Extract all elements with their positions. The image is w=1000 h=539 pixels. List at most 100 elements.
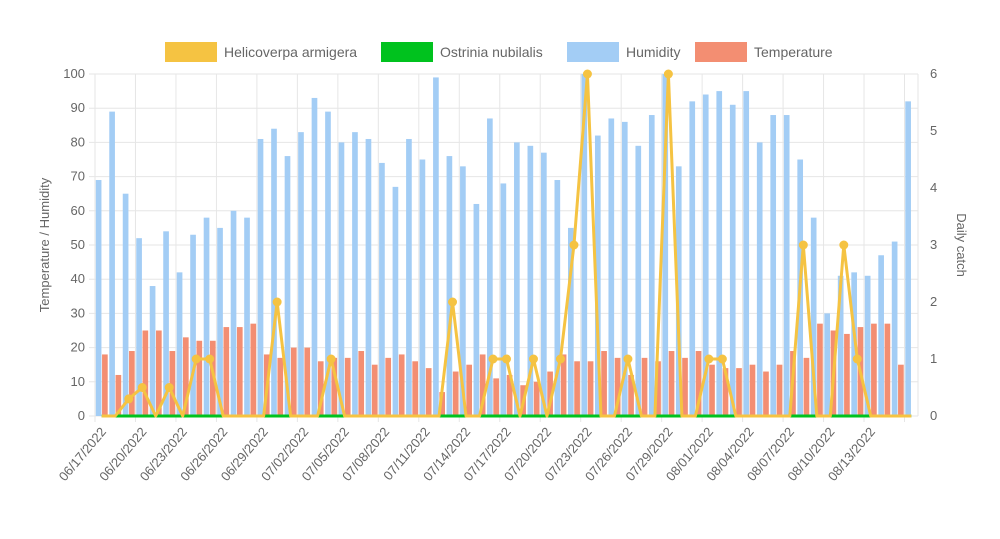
legend-label: Humidity — [626, 44, 680, 60]
humidity-bar — [311, 97, 318, 416]
humidity-bar — [905, 101, 911, 417]
temperature-bar — [709, 364, 715, 416]
humidity-bar — [406, 138, 412, 417]
left-tick-label: 60 — [71, 203, 85, 218]
humidity-bar — [743, 91, 750, 416]
legend-temperature[interactable]: Temperature — [695, 42, 833, 62]
helicoverpa-point — [852, 354, 862, 364]
left-tick-label: 20 — [71, 340, 85, 355]
temperature-bar — [223, 327, 230, 416]
temperature-bar — [156, 330, 162, 416]
helicoverpa-point — [164, 383, 174, 392]
helicoverpa-point — [137, 383, 147, 392]
temperature-bar — [668, 351, 675, 416]
humidity-bar — [635, 145, 642, 416]
right-tick-label: 2 — [930, 294, 937, 309]
temperature-bar — [358, 351, 365, 416]
humidity-bar — [379, 162, 385, 416]
helicoverpa-point — [623, 354, 633, 364]
lines — [101, 69, 912, 418]
humidity-bar — [729, 104, 736, 416]
helicoverpa-point — [488, 354, 498, 364]
humidity-bar — [810, 217, 817, 416]
temperature-bar — [803, 357, 810, 416]
temperature-bar — [817, 323, 823, 416]
temperature-bar — [574, 361, 580, 416]
legend-label: Ostrinia nubilalis — [440, 44, 543, 60]
helicoverpa-point — [704, 354, 714, 364]
humidity-bar — [878, 255, 884, 416]
temperature-bar — [506, 374, 513, 416]
helicoverpa-point — [663, 69, 673, 79]
temperature-bar — [736, 368, 742, 416]
humidity-bar — [365, 138, 372, 417]
temperature-bar — [871, 323, 877, 416]
legend-humidity[interactable]: Humidity — [567, 42, 680, 62]
temperature-bar — [371, 364, 378, 416]
temperature-bar — [129, 351, 135, 416]
humidity-bar — [621, 121, 628, 416]
humidity-bar — [837, 275, 844, 416]
helicoverpa-point — [717, 354, 727, 364]
helicoverpa-point — [205, 354, 215, 364]
humidity-bar — [136, 238, 142, 416]
temperature-bar — [628, 374, 634, 416]
humidity-bar — [567, 227, 574, 416]
helicoverpa-point — [839, 240, 849, 250]
bars — [95, 74, 911, 417]
temperature-bar — [196, 340, 203, 416]
humidity-bar — [163, 231, 169, 416]
legend[interactable]: Helicoverpa armigera Ostrinia nubilalis Hu… — [165, 42, 833, 62]
humidity-bar — [514, 142, 520, 416]
humidity-bar — [500, 183, 507, 416]
temperature-bar — [385, 357, 392, 416]
humidity-bar — [392, 186, 399, 416]
temperature-bar — [290, 347, 297, 416]
temperature-bar — [142, 330, 149, 416]
right-tick-label: 4 — [930, 180, 937, 195]
helicoverpa-point — [502, 354, 511, 364]
temperature-bar — [344, 357, 351, 416]
helicoverpa-point — [798, 240, 808, 250]
humidity-bar — [689, 101, 696, 417]
humidity-bar — [95, 180, 102, 416]
humidity-bar — [433, 77, 439, 417]
helicoverpa-point — [326, 354, 336, 364]
temperature-bar — [277, 357, 284, 416]
left-tick-label: 80 — [71, 134, 85, 149]
left-tick-label: 50 — [71, 237, 85, 252]
temperature-bar — [682, 357, 688, 416]
helicoverpa-point — [528, 354, 538, 364]
helicoverpa-point — [569, 240, 579, 250]
humidity-bar — [325, 111, 331, 417]
temperature-bar — [169, 351, 176, 416]
legend-ostrinia[interactable]: Ostrinia nubilalis — [381, 42, 543, 62]
temperature-bar — [560, 354, 567, 416]
humidity-bar — [783, 115, 790, 416]
temperature-bar — [884, 323, 891, 416]
temperature-bar — [547, 371, 553, 416]
humidity-bar — [176, 272, 183, 416]
humidity-bar — [109, 111, 115, 417]
humidity-bar — [149, 286, 156, 416]
legend-label: Helicoverpa armigera — [224, 44, 357, 60]
legend-swatch — [381, 42, 433, 62]
temperature-bar — [398, 354, 405, 416]
humidity-bar — [446, 156, 453, 416]
helicoverpa-point — [124, 394, 134, 404]
helicoverpa-point — [448, 297, 458, 307]
right-tick-label: 5 — [930, 123, 937, 138]
legend-helicoverpa[interactable]: Helicoverpa armigera — [165, 42, 357, 62]
helicoverpa-point — [555, 354, 565, 364]
right-tick-label: 1 — [930, 351, 937, 366]
temperature-bar — [695, 351, 702, 416]
humidity-bar — [824, 313, 831, 416]
temperature-bar — [722, 368, 729, 416]
humidity-bar — [298, 132, 304, 416]
humidity-bar — [608, 118, 615, 417]
temperature-bar — [236, 327, 243, 416]
left-tick-label: 0 — [78, 408, 85, 423]
right-axis-title: Daily catch — [954, 213, 969, 277]
humidity-bar — [756, 142, 763, 416]
